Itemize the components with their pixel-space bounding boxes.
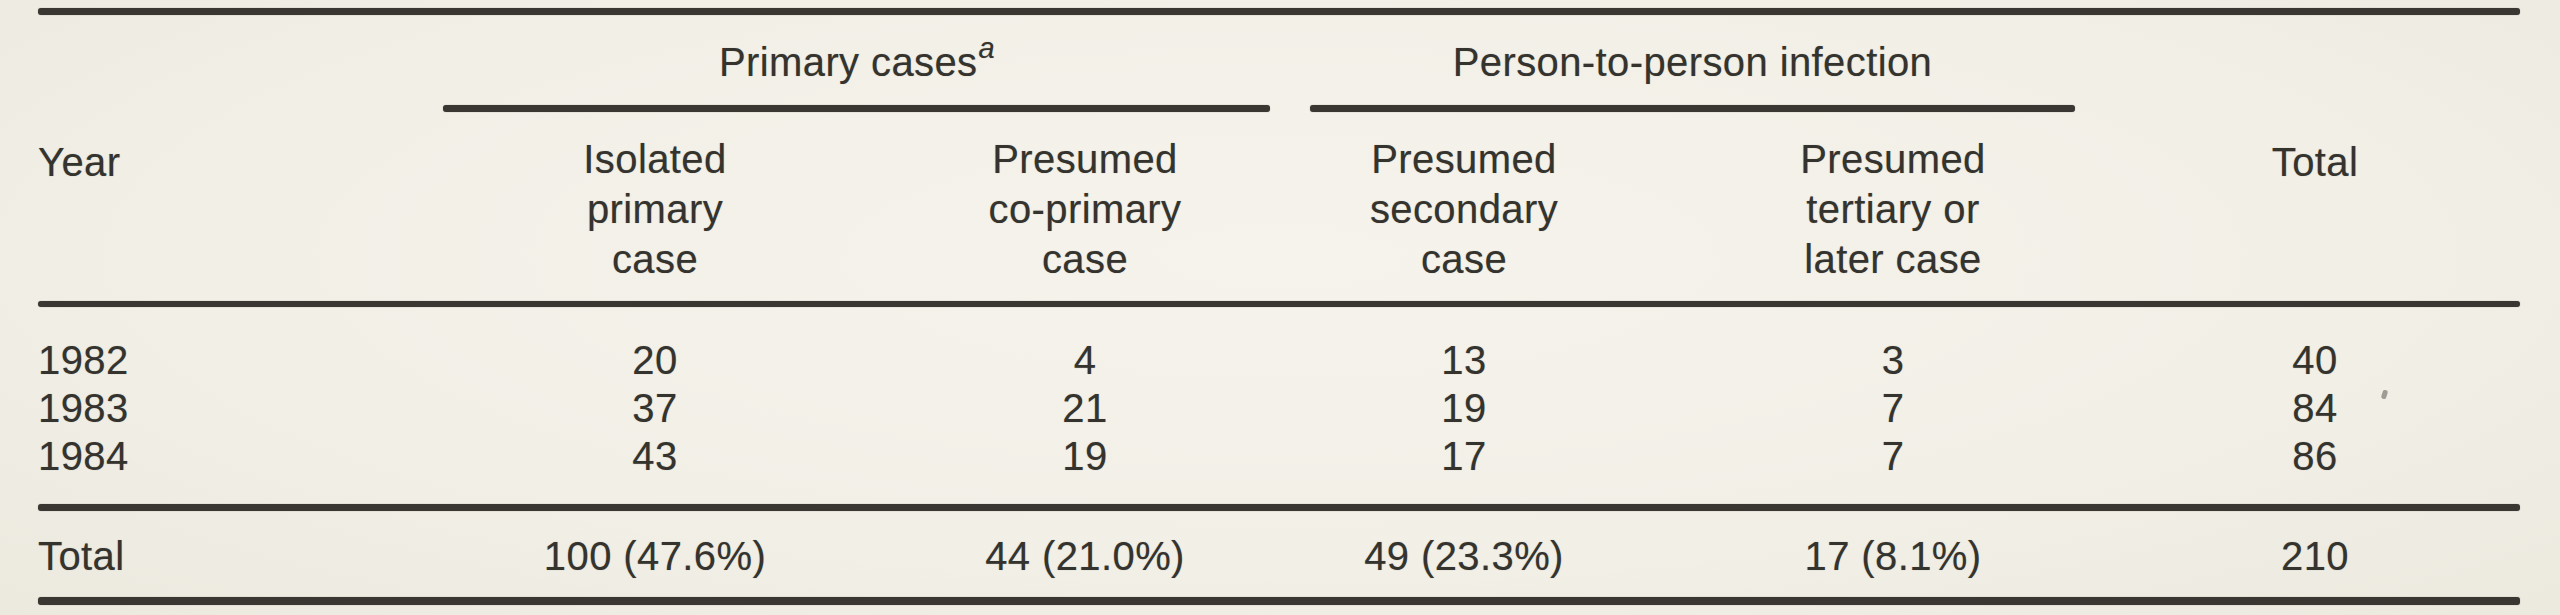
- total-cell: 86: [2065, 432, 2560, 480]
- totals-row-label: Total: [38, 532, 378, 580]
- isolated-primary-cell: 20: [405, 336, 905, 384]
- totals-secondary-cell: 49 (23.3%): [1214, 532, 1714, 580]
- column-header-total: Total: [2065, 138, 2560, 186]
- column-header-line: secondary: [1214, 184, 1714, 234]
- secondary-cell: 19: [1214, 384, 1714, 432]
- column-header-isolated-primary: Isolated primary case: [405, 134, 905, 284]
- primary-cases-spanner-rule: [443, 105, 1270, 112]
- column-header-line: primary: [405, 184, 905, 234]
- person-to-person-spanner-rule: [1310, 105, 2075, 112]
- column-header-line: later case: [1643, 234, 2143, 284]
- isolated-primary-cell: 43: [405, 432, 905, 480]
- column-header-secondary: Presumed secondary case: [1214, 134, 1714, 284]
- spanner-primary-cases: Primary casesa: [443, 40, 1270, 84]
- isolated-primary-cell: 37: [405, 384, 905, 432]
- footnote-marker-a: a: [979, 32, 996, 64]
- column-header-line: Presumed: [1214, 134, 1714, 184]
- spanner-primary-cases-label: Primary cases: [719, 40, 978, 84]
- column-header-line: tertiary or: [1643, 184, 2143, 234]
- table-top-rule: [38, 8, 2520, 15]
- column-header-line: case: [1214, 234, 1714, 284]
- totals-isolated-primary-cell: 100 (47.6%): [405, 532, 905, 580]
- column-header-line: Isolated: [405, 134, 905, 184]
- spanner-person-to-person: Person-to-person infection: [1310, 40, 2075, 84]
- totals-separator-rule: [38, 504, 2520, 511]
- spanner-person-to-person-label: Person-to-person infection: [1453, 40, 1933, 84]
- column-header-year: Year: [38, 138, 378, 186]
- table-bottom-rule: [38, 597, 2520, 605]
- secondary-cell: 17: [1214, 432, 1714, 480]
- total-cell: 84: [2065, 384, 2560, 432]
- scanned-paper-table: Primary casesa Person-to-person infectio…: [0, 0, 2560, 615]
- year-cell: 1983: [38, 384, 378, 432]
- header-separator-rule: [38, 301, 2520, 307]
- year-cell: 1984: [38, 432, 378, 480]
- totals-grand-total-cell: 210: [2065, 532, 2560, 580]
- year-cell: 1982: [38, 336, 378, 384]
- total-cell: 40: [2065, 336, 2560, 384]
- column-header-line: case: [405, 234, 905, 284]
- secondary-cell: 13: [1214, 336, 1714, 384]
